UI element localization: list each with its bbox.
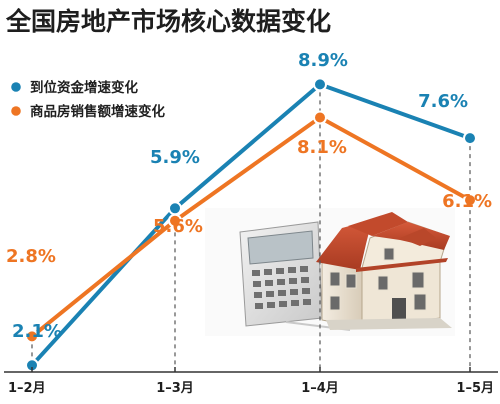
chart-title: 全国房地产市场核心数据变化	[5, 7, 331, 36]
house-calculator-illustration	[205, 208, 455, 336]
data-label-sales-1: 2.8%	[6, 246, 56, 267]
point-sales-3	[313, 110, 327, 125]
series-line-sales	[30, 115, 472, 339]
data-label-sales-3: 8.1%	[297, 137, 347, 158]
point-sales-2	[168, 213, 182, 228]
x-tick-label-2: 1–3月	[156, 381, 194, 396]
x-tick-label-1: 1–2月	[8, 381, 46, 396]
point-sales-1	[25, 329, 39, 344]
data-label-funding-1: 2.1%	[12, 321, 62, 342]
legend-item-sales: 商品房销售额增速变化	[11, 103, 165, 120]
point-funding-3	[313, 77, 327, 92]
data-label-funding-4: 7.6%	[418, 91, 468, 112]
legend-label-sales: 商品房销售额增速变化	[30, 103, 165, 120]
x-tick-label-3: 1–4月	[301, 381, 339, 396]
legend-item-funding: 到位资金增速变化	[11, 79, 138, 96]
legend-label-funding: 到位资金增速变化	[30, 79, 138, 96]
data-label-sales-4: 6.1%	[442, 191, 492, 212]
legend-marker-funding	[11, 82, 21, 92]
house-image	[316, 212, 452, 330]
x-tick-label-4: 1–5月	[456, 381, 494, 396]
series-line-funding	[30, 82, 472, 368]
point-sales-4	[463, 193, 477, 208]
data-label-funding-2: 5.9%	[150, 147, 200, 168]
legend: 到位资金增速变化 商品房销售额增速变化	[11, 79, 165, 120]
legend-marker-sales	[11, 106, 21, 116]
point-funding-4	[463, 131, 477, 146]
data-label-sales-2: 5.6%	[153, 216, 203, 237]
plot-area: 2.1% 5.9% 8.9% 7.6% 2.8% 5.6% 8.1% 6.1% 1–2月 1–3月…	[4, 50, 498, 396]
data-label-funding-3: 8.9%	[298, 50, 348, 71]
point-funding-2	[168, 201, 182, 216]
